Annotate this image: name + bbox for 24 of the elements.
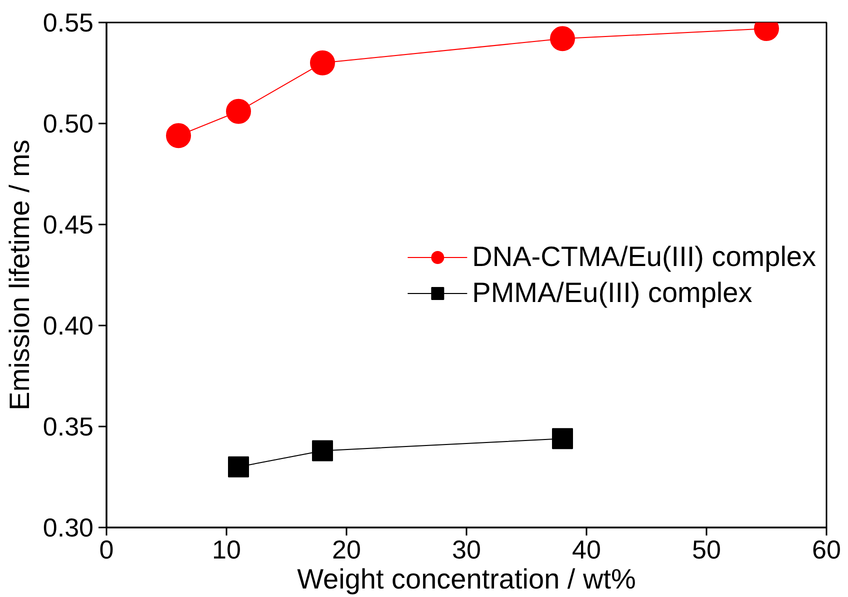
y-tick-label: 0.40 bbox=[42, 310, 94, 340]
x-tick-label: 0 bbox=[99, 534, 114, 564]
x-tick-label: 30 bbox=[452, 534, 481, 564]
legend-label: DNA-CTMA/Eu(III) complex bbox=[472, 240, 816, 272]
point bbox=[226, 98, 251, 124]
point bbox=[228, 456, 249, 478]
point bbox=[166, 123, 191, 148]
point bbox=[552, 428, 573, 450]
x-tick-label: 50 bbox=[692, 534, 721, 564]
legend-label: PMMA/Eu(III) complex bbox=[472, 276, 752, 308]
x-tick-label: 20 bbox=[332, 534, 361, 564]
y-tick-label: 0.45 bbox=[42, 210, 94, 240]
y-axis-title: Emission lifetime / ms bbox=[4, 140, 35, 410]
point bbox=[550, 26, 575, 52]
point bbox=[312, 440, 333, 462]
x-axis-title: Weight concentration / wt% bbox=[297, 564, 636, 594]
x-tick-label: 10 bbox=[212, 534, 241, 564]
y-tick-label: 0.35 bbox=[42, 412, 94, 442]
y-tick-label: 0.55 bbox=[42, 8, 94, 38]
y-tick-label: 0.50 bbox=[42, 108, 94, 138]
x-tick-label: 60 bbox=[812, 534, 841, 564]
y-tick-label: 0.30 bbox=[42, 512, 94, 542]
point bbox=[310, 50, 335, 76]
x-tick-label: 40 bbox=[572, 534, 601, 564]
